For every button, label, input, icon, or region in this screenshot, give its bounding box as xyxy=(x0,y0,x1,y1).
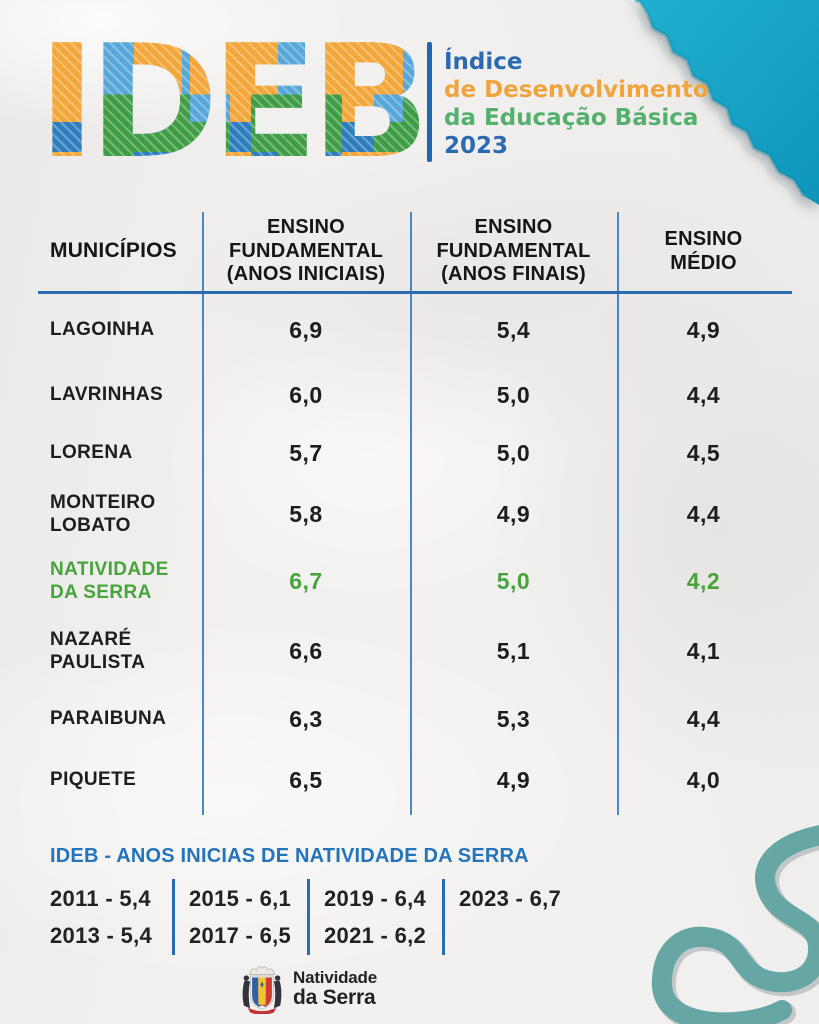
table-row: LAGOINHA 6,9 5,4 4,9 xyxy=(50,294,790,366)
municipality-name: LORENA xyxy=(50,442,133,464)
history-title: IDEB - ANOS INICIAS DE NATIVIDADE DA SER… xyxy=(50,845,529,867)
table-row: LORENA 5,7 5,0 4,5 xyxy=(50,424,790,482)
score-ensino-medio: 4,2 xyxy=(686,567,721,594)
ideb-table: MUNICÍPIOS ENSINO FUNDAMENTAL (ANOS INIC… xyxy=(38,212,792,815)
history-divider xyxy=(172,879,175,955)
subtitle-line-3: da Educação Básica xyxy=(444,105,699,131)
brand-name-top: Natividade xyxy=(293,968,377,988)
score-anos-iniciais: 6,0 xyxy=(289,381,323,408)
score-anos-finais: 4,9 xyxy=(496,500,531,527)
municipality-name: MONTEIRO LOBATO xyxy=(50,491,156,536)
table-row-highlighted: NATIVIDADE DA SERRA 6,7 5,0 4,2 xyxy=(50,546,790,616)
score-anos-iniciais: 5,7 xyxy=(289,439,323,466)
score-anos-iniciais: 6,3 xyxy=(289,705,323,732)
column-header-anos-iniciais: ENSINO FUNDAMENTAL (ANOS INICIAIS) xyxy=(226,216,386,286)
column-header-ensino-medio: ENSINO MÉDIO xyxy=(664,227,743,274)
score-anos-finais: 5,3 xyxy=(496,705,531,732)
municipality-name: LAGOINHA xyxy=(50,319,155,341)
history-entry: 2017 - 6,5 xyxy=(189,922,292,948)
score-anos-finais: 5,4 xyxy=(496,316,531,343)
column-divider-line xyxy=(202,212,204,815)
history-entry: 2019 - 6,4 xyxy=(324,885,427,911)
score-ensino-medio: 4,0 xyxy=(686,766,721,793)
history-grid: 2011 - 5,4 2015 - 6,1 2019 - 6,4 2023 - … xyxy=(50,879,610,955)
header-underline xyxy=(38,291,792,294)
score-ensino-medio: 4,1 xyxy=(686,637,721,664)
table-body: LAGOINHA 6,9 5,4 4,9 LAVRINHAS 6,0 5,0 4… xyxy=(50,294,790,808)
score-anos-iniciais: 6,9 xyxy=(289,316,323,343)
column-divider-line xyxy=(410,212,412,815)
torn-paper-decoration xyxy=(624,0,819,215)
logo-divider-bar xyxy=(427,42,432,162)
column-divider-line xyxy=(617,212,619,815)
score-anos-iniciais: 6,7 xyxy=(289,567,323,594)
score-anos-iniciais: 6,6 xyxy=(289,637,323,664)
table-header-row: MUNICÍPIOS ENSINO FUNDAMENTAL (ANOS INIC… xyxy=(50,212,790,291)
municipality-name: PIQUETE xyxy=(50,769,137,791)
score-ensino-medio: 4,4 xyxy=(686,381,721,408)
history-row: 2013 - 5,4 2017 - 6,5 2021 - 6,2 xyxy=(50,917,610,954)
brand-name: Natividade da Serra xyxy=(293,969,377,1009)
table-row: NAZARÉ PAULISTA 6,6 5,1 4,1 xyxy=(50,616,790,686)
score-anos-iniciais: 6,5 xyxy=(289,766,323,793)
history-row: 2011 - 5,4 2015 - 6,1 2019 - 6,4 2023 - … xyxy=(50,880,610,917)
history-entry: 2013 - 5,4 xyxy=(50,922,153,948)
municipality-name: LAVRINHAS xyxy=(50,384,164,406)
score-anos-finais: 5,0 xyxy=(496,439,531,466)
column-header-municipios: MUNICÍPIOS xyxy=(50,239,177,263)
city-crest-icon xyxy=(242,966,282,1014)
column-header-anos-finais: ENSINO FUNDAMENTAL (ANOS FINAIS) xyxy=(436,216,591,286)
subtitle-line-2: de Desenvolvimento xyxy=(444,77,709,103)
table-row: PARAIBUNA 6,3 5,3 4,4 xyxy=(50,686,790,752)
municipality-name: NAZARÉ PAULISTA xyxy=(50,628,146,673)
score-ensino-medio: 4,4 xyxy=(686,500,721,527)
municipality-name: PARAIBUNA xyxy=(50,708,167,730)
score-ensino-medio: 4,5 xyxy=(686,439,721,466)
table-row: LAVRINHAS 6,0 5,0 4,4 xyxy=(50,366,790,424)
squiggle-decoration xyxy=(651,825,819,1024)
brand-name-bottom: da Serra xyxy=(293,985,376,1009)
history-divider xyxy=(442,879,445,955)
subtitle-line-4: 2023 xyxy=(444,133,509,159)
history-entry: 2021 - 6,2 xyxy=(324,922,427,948)
score-anos-finais: 5,1 xyxy=(496,637,531,664)
logo-subtitle: Índice de Desenvolvimento da Educação Bá… xyxy=(444,48,709,160)
history-entry: 2011 - 5,4 xyxy=(50,885,151,911)
score-anos-iniciais: 5,8 xyxy=(289,500,323,527)
table-row: PIQUETE 6,5 4,9 4,0 xyxy=(50,752,790,808)
subtitle-line-1: Índice xyxy=(444,49,523,75)
table-row: MONTEIRO LOBATO 5,8 4,9 4,4 xyxy=(50,482,790,546)
score-anos-finais: 5,0 xyxy=(496,381,531,408)
ideb-logo: IDEB xyxy=(38,11,424,193)
score-anos-finais: 5,0 xyxy=(496,567,531,594)
footer-brand: Natividade da Serra xyxy=(240,964,377,1014)
municipality-name: NATIVIDADE DA SERRA xyxy=(50,558,169,603)
score-ensino-medio: 4,9 xyxy=(686,316,721,343)
history-divider xyxy=(307,879,310,955)
score-anos-finais: 4,9 xyxy=(496,766,531,793)
score-ensino-medio: 4,4 xyxy=(686,705,721,732)
history-entry: 2023 - 6,7 xyxy=(459,885,562,911)
history-entry: 2015 - 6,1 xyxy=(189,885,292,911)
